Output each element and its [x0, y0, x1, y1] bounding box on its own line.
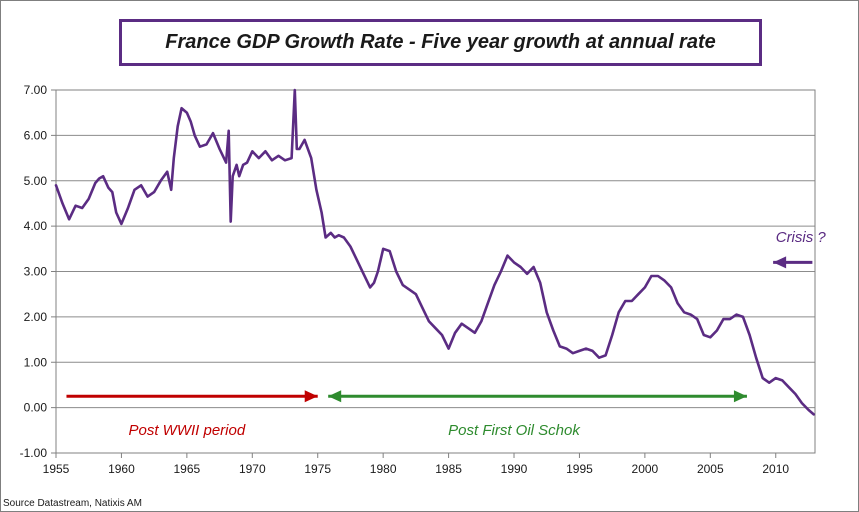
- x-tick-label: 1955: [43, 462, 70, 476]
- chart-title: France GDP Growth Rate - Five year growt…: [165, 31, 716, 53]
- annotation-label: Post WWII period: [129, 422, 246, 439]
- x-tick-label: 1975: [304, 462, 331, 476]
- x-tick-label: 2010: [762, 462, 789, 476]
- annotations: Post WWII period Post First Oil Schok Cris…: [66, 229, 826, 439]
- x-tick-label: 2000: [632, 462, 659, 476]
- y-tick-label: 6.00: [24, 128, 48, 142]
- arrow-head: [328, 390, 342, 403]
- x-tick-label: 1965: [174, 462, 201, 476]
- x-tick-label: 1995: [566, 462, 593, 476]
- axis-ticks: -1.00 0.00 1.00 2.00 3.00 4.00 5.00 6.00 7.00 195…: [20, 83, 790, 476]
- y-tick-label: 4.00: [24, 219, 48, 233]
- series-layer: [54, 88, 816, 416]
- arrow-head: [773, 256, 787, 269]
- y-tick-label: -1.00: [20, 446, 48, 460]
- annotation-label: Post First Oil Schok: [448, 422, 581, 439]
- y-tick-label: 7.00: [24, 83, 48, 97]
- y-tick-label: 0.00: [24, 401, 48, 415]
- y-tick-label: 1.00: [24, 355, 48, 369]
- x-tick-label: 1985: [435, 462, 462, 476]
- source-note: Source Datastream, Natixis AM: [3, 498, 142, 509]
- y-tick-label: 5.00: [24, 174, 48, 188]
- x-tick-label: 2005: [697, 462, 724, 476]
- x-tick-label: 1960: [108, 462, 135, 476]
- y-tick-label: 3.00: [24, 265, 48, 279]
- annotation-label: Crisis ?: [776, 229, 827, 246]
- x-tick-label: 1970: [239, 462, 266, 476]
- grid-lines: [55, 89, 816, 454]
- x-tick-label: 1990: [501, 462, 528, 476]
- x-tick-label: 1980: [370, 462, 397, 476]
- title-box: France GDP Growth Rate - Five year growt…: [119, 19, 762, 66]
- series-line: [54, 88, 816, 416]
- y-tick-label: 2.00: [24, 310, 48, 324]
- arrow-head: [733, 390, 747, 403]
- arrow-head: [304, 390, 318, 403]
